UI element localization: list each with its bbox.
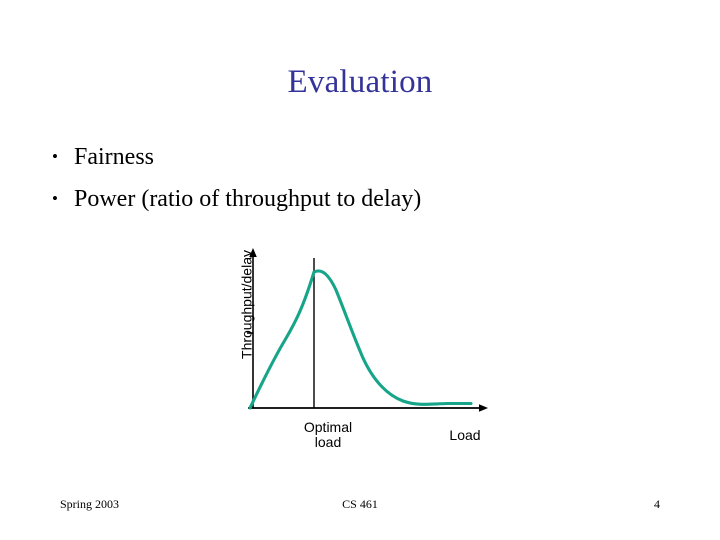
power-curve-path — [248, 269, 473, 410]
list-item: • Fairness — [52, 143, 672, 173]
slide-footer: Spring 2003 CS 461 4 — [0, 496, 720, 516]
bullet-text: Fairness — [74, 144, 154, 170]
footer-term: Spring 2003 — [60, 497, 120, 511]
y-axis-arrowhead — [249, 248, 257, 257]
footer-page-number: 4 — [654, 497, 660, 511]
footer-course: CS 461 — [342, 497, 378, 511]
bullet-list: • Fairness • Power (ratio of throughput … — [52, 143, 672, 227]
optimal-load-label: Optimal load — [303, 419, 353, 450]
list-item: • Power (ratio of throughput to delay) — [52, 185, 672, 215]
chart-canvas — [247, 248, 488, 412]
bullet-marker-icon: • — [52, 189, 58, 208]
x-axis-label: Load — [449, 427, 481, 443]
x-axis-arrowhead — [479, 404, 488, 412]
power-vs-load-chart: Throughput/delay Optimal load Load — [215, 240, 515, 465]
page-title: Evaluation — [287, 64, 433, 100]
bullet-marker-icon: • — [52, 147, 58, 166]
bullet-text: Power (ratio of throughput to delay) — [74, 186, 422, 212]
y-axis-label: Throughput/delay — [238, 250, 255, 359]
